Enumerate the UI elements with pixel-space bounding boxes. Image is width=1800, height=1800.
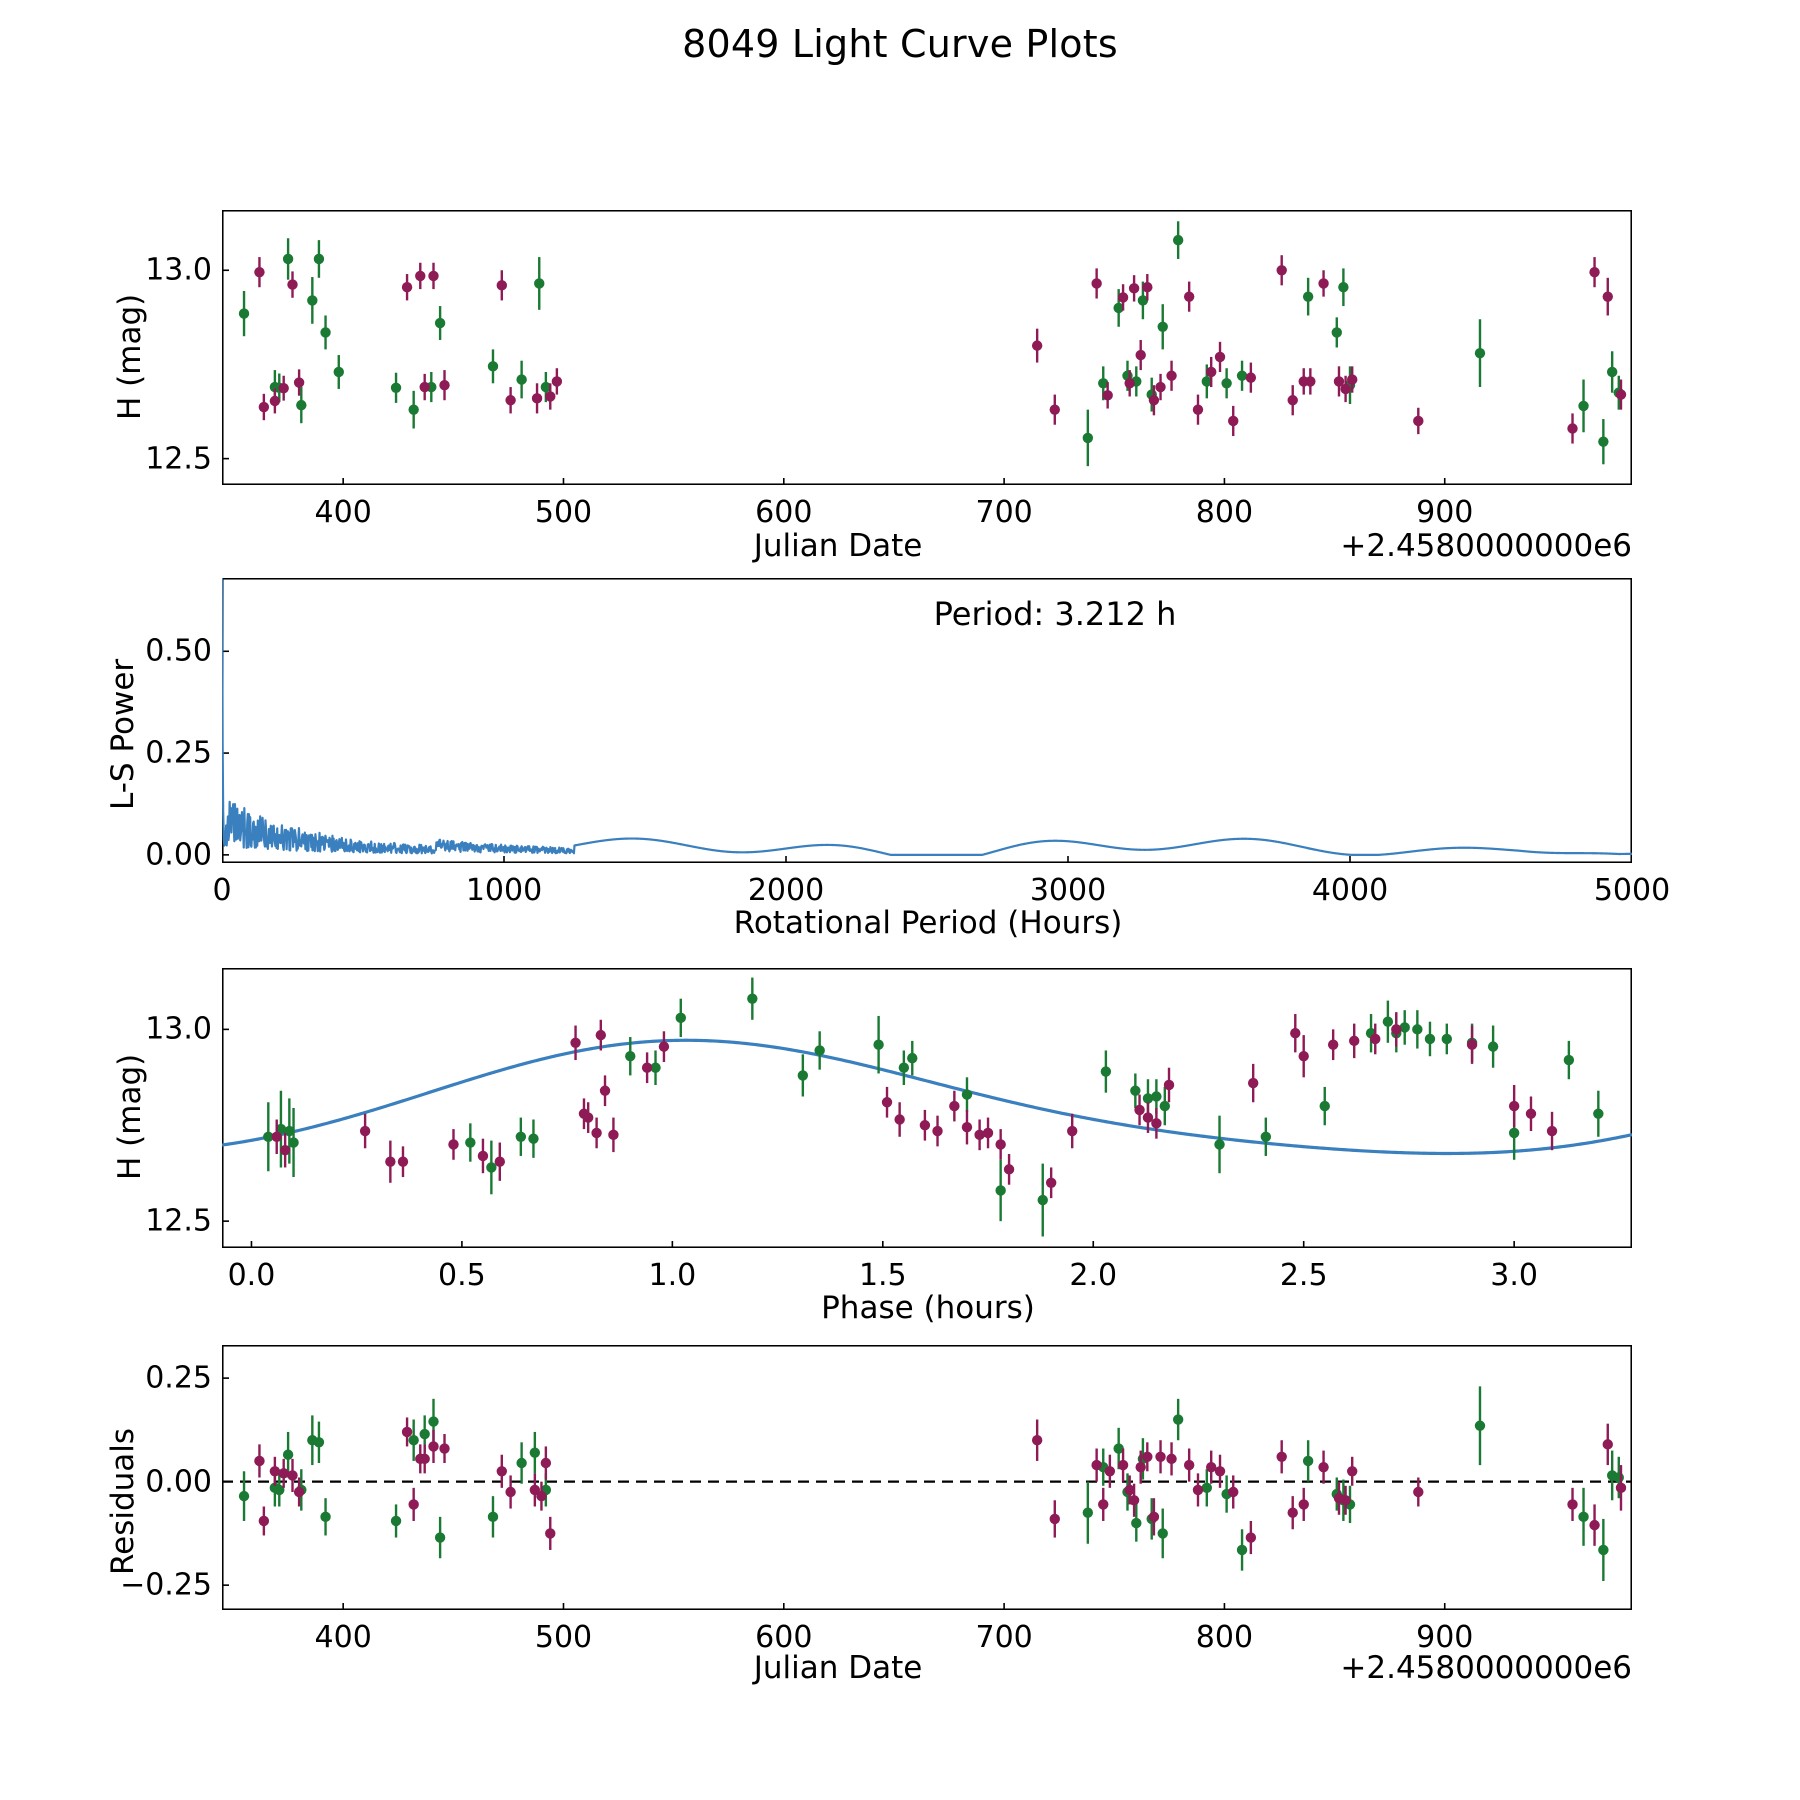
x-tick-label: 1.5 [858,1258,907,1293]
periodogram-line [222,578,1632,856]
x-tick-label: 600 [755,495,813,530]
periodogram-ylabel: L-S Power [105,658,141,810]
x-tick-label: 500 [534,495,593,530]
x-tick-label: 2.0 [1069,1258,1118,1293]
x-tick-label: 400 [314,495,372,530]
phase-xlabel: Phase (hours) [821,1290,1035,1326]
phase-folded-axes [222,968,1632,1248]
lightcurve-x-offset: +2.4580000000e6 [1340,528,1632,564]
x-tick-label: 700 [975,495,1033,530]
x-tick-label: 600 [755,1620,813,1655]
data-series-green [263,977,1604,1237]
x-tick-label: 0.0 [227,1258,276,1293]
data-series-magenta [271,1012,1558,1199]
periodogram-title: Period: 3.212 h [933,595,1177,633]
lightcurve-xlabel: Julian Date [753,528,923,564]
y-tick-label: −0.25 [120,1567,212,1603]
lightcurve-ylabel: H (mag) [112,293,148,420]
y-tick-label: 13.0 [145,1011,212,1047]
x-tick-label: 1000 [465,873,543,908]
x-tick-label: 900 [1416,1620,1474,1655]
x-tick-label: 2.5 [1279,1258,1328,1293]
x-tick-label: 3000 [1029,873,1107,908]
y-tick-label: 0.50 [145,633,212,669]
x-tick-label: 500 [534,1620,593,1655]
data-series-magenta [254,1417,1627,1555]
lightcurve-axes [222,210,1632,485]
x-tick-label: 2000 [747,873,825,908]
periodogram-xlabel: Rotational Period (Hours) [733,905,1123,941]
data-series-green [238,1386,1624,1582]
residuals-x-offset: +2.4580000000e6 [1340,1650,1632,1686]
x-tick-label: 3.0 [1490,1258,1538,1293]
residuals-xlabel: Julian Date [753,1650,923,1686]
x-tick-label: 0.5 [438,1258,486,1293]
y-tick-label: 13.0 [145,252,212,288]
data-series-green [238,221,1624,467]
y-tick-label: 0.25 [145,1360,212,1396]
periodogram-axes [222,578,1632,863]
sinusoid-fit-line [222,1038,1632,1156]
residuals-ylabel: Residuals [105,1427,141,1575]
y-tick-label: 12.5 [145,441,212,477]
y-tick-label: 0.25 [145,735,212,771]
x-tick-label: 900 [1416,495,1474,530]
y-tick-label: 0.00 [145,837,212,873]
data-series-magenta [254,255,1627,444]
x-tick-label: 400 [314,1620,372,1655]
residuals-axes [222,1345,1632,1610]
y-tick-label: 0.00 [145,1464,212,1500]
y-tick-label: 12.5 [145,1203,212,1239]
phase-ylabel: H (mag) [112,1053,148,1180]
x-tick-label: 4000 [1311,873,1389,908]
x-tick-label: 0 [212,873,232,908]
x-tick-label: 5000 [1593,873,1671,908]
figure-title: 8049 Light Curve Plots [682,22,1118,66]
x-tick-label: 800 [1195,495,1254,530]
x-tick-label: 700 [975,1620,1033,1655]
x-tick-label: 1.0 [648,1258,697,1293]
x-tick-label: 800 [1195,1620,1254,1655]
